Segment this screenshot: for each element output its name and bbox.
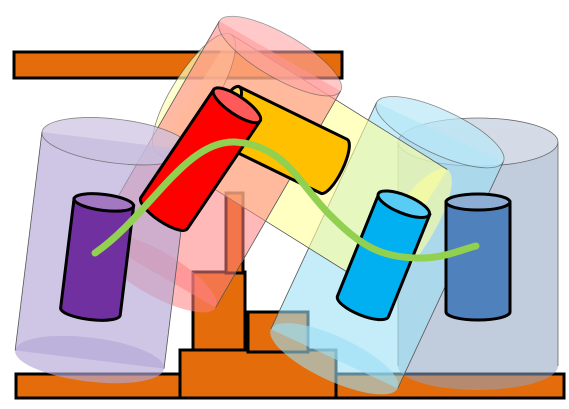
steel-cylinder-inner [444,192,512,322]
cyan-cylinder-inner [335,189,432,322]
purple-cylinder-inner [59,192,136,322]
trajectory-curve [91,138,480,262]
red-cylinder-inner [138,86,263,232]
